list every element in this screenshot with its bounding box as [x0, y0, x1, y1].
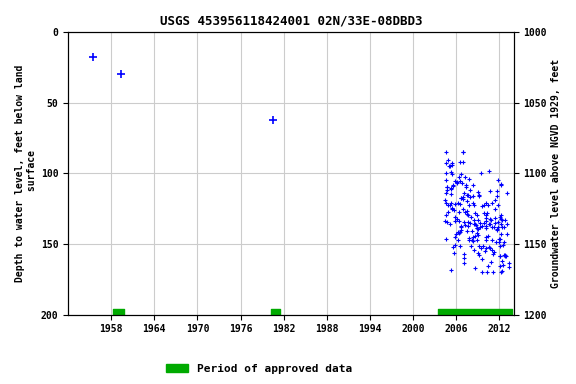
Legend: Period of approved data: Period of approved data: [162, 359, 357, 379]
Y-axis label: Groundwater level above NGVD 1929, feet: Groundwater level above NGVD 1929, feet: [551, 59, 561, 288]
Y-axis label: Depth to water level, feet below land
 surface: Depth to water level, feet below land su…: [15, 65, 37, 282]
Title: USGS 453956118424001 02N/33E-08DBD3: USGS 453956118424001 02N/33E-08DBD3: [160, 15, 422, 28]
